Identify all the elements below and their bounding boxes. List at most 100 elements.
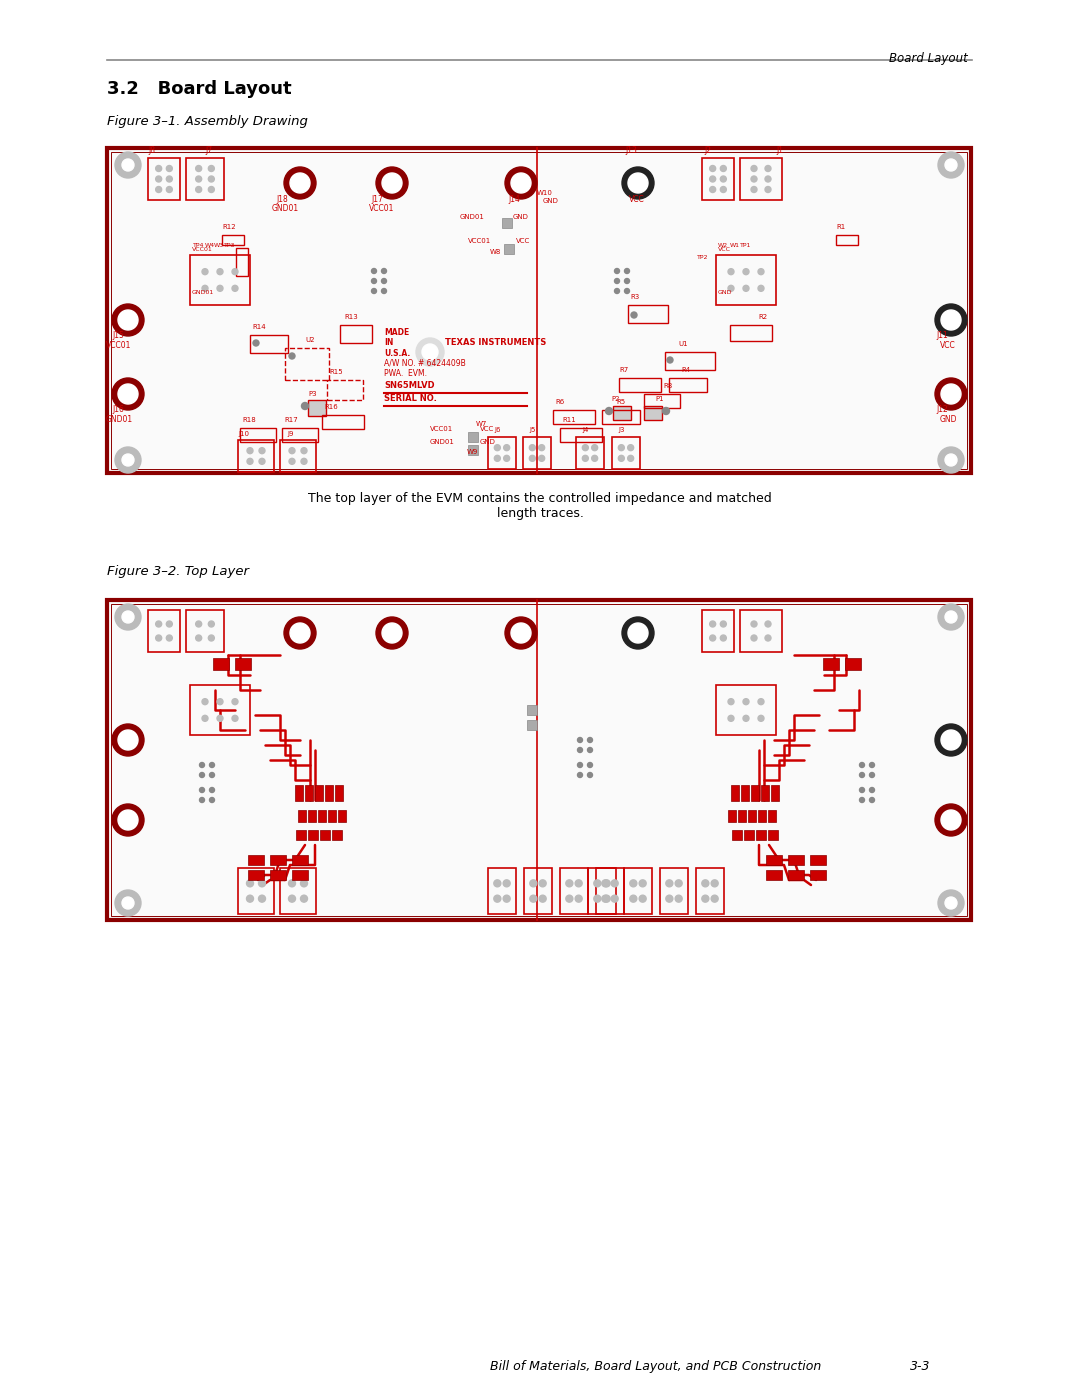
Bar (527, 719, 537, 731)
Circle shape (869, 798, 875, 802)
Bar (613, 407, 631, 420)
Circle shape (156, 165, 162, 172)
Circle shape (941, 310, 961, 330)
Text: W7: W7 (476, 420, 487, 427)
Circle shape (376, 617, 408, 650)
Bar (148, 158, 180, 200)
Text: U.S.A.: U.S.A. (384, 349, 410, 358)
Circle shape (588, 773, 593, 778)
Text: R12: R12 (222, 224, 235, 231)
Bar (285, 348, 329, 380)
Circle shape (594, 880, 600, 887)
Text: U2: U2 (305, 337, 314, 344)
Circle shape (114, 890, 141, 916)
Text: VCC: VCC (718, 247, 731, 251)
Circle shape (639, 880, 646, 887)
Text: J5: J5 (529, 427, 536, 433)
Circle shape (217, 715, 222, 721)
Circle shape (627, 173, 648, 193)
Circle shape (195, 176, 202, 182)
Bar (576, 437, 604, 469)
Circle shape (662, 408, 670, 415)
Bar (588, 868, 616, 914)
Circle shape (939, 152, 964, 177)
Circle shape (710, 622, 716, 627)
Bar (845, 658, 861, 671)
Bar (325, 785, 333, 800)
Circle shape (288, 880, 296, 887)
Circle shape (627, 623, 648, 643)
Text: VCC01: VCC01 (192, 247, 213, 251)
Circle shape (300, 880, 308, 887)
Bar (665, 352, 715, 370)
Bar (702, 610, 734, 652)
Circle shape (935, 724, 967, 756)
Text: R17: R17 (284, 416, 298, 423)
Text: VCC01: VCC01 (468, 237, 491, 244)
Bar (504, 244, 514, 254)
Circle shape (232, 715, 238, 721)
Circle shape (503, 455, 510, 461)
Circle shape (606, 408, 612, 415)
Circle shape (210, 798, 215, 802)
Circle shape (246, 880, 254, 887)
Bar (740, 158, 782, 200)
Circle shape (675, 895, 683, 902)
Text: VCC: VCC (940, 341, 956, 351)
Text: TP4: TP4 (193, 243, 204, 249)
Circle shape (114, 604, 141, 630)
Bar (768, 810, 777, 821)
Circle shape (945, 897, 957, 909)
Bar (836, 235, 858, 244)
Circle shape (291, 173, 310, 193)
Text: R14: R14 (252, 324, 266, 330)
Bar (213, 658, 229, 671)
Circle shape (630, 880, 637, 887)
Bar (148, 610, 180, 652)
Circle shape (217, 268, 222, 275)
Circle shape (702, 880, 708, 887)
Circle shape (939, 604, 964, 630)
Bar (766, 870, 782, 880)
Circle shape (247, 458, 253, 464)
Circle shape (372, 268, 377, 274)
Circle shape (631, 312, 637, 319)
Circle shape (588, 738, 593, 742)
Circle shape (539, 455, 544, 461)
Circle shape (611, 880, 618, 887)
Bar (644, 394, 680, 408)
Bar (523, 437, 551, 469)
Text: J7: J7 (205, 147, 212, 155)
Circle shape (382, 623, 402, 643)
Bar (308, 830, 318, 840)
Bar (771, 785, 779, 800)
Circle shape (166, 176, 173, 182)
Text: J15: J15 (112, 331, 124, 339)
Text: R7: R7 (619, 367, 629, 373)
Circle shape (114, 152, 141, 177)
Circle shape (935, 805, 967, 835)
Bar (527, 705, 537, 715)
Circle shape (156, 622, 162, 627)
Bar (702, 158, 734, 200)
Text: J9: J9 (287, 432, 294, 437)
Circle shape (505, 617, 537, 650)
Bar (238, 868, 274, 914)
Bar (810, 855, 826, 865)
Text: GND: GND (718, 291, 732, 295)
Text: R15: R15 (329, 369, 342, 374)
Circle shape (765, 622, 771, 627)
Bar (748, 810, 756, 821)
Circle shape (232, 285, 238, 292)
Circle shape (622, 168, 654, 198)
Circle shape (710, 187, 716, 193)
Circle shape (743, 715, 750, 721)
Text: GND: GND (543, 198, 558, 204)
Bar (644, 407, 662, 420)
Bar (624, 868, 652, 914)
Circle shape (602, 880, 609, 887)
Circle shape (284, 617, 316, 650)
Text: R2: R2 (758, 314, 767, 320)
Circle shape (720, 176, 727, 182)
Bar (332, 830, 342, 840)
